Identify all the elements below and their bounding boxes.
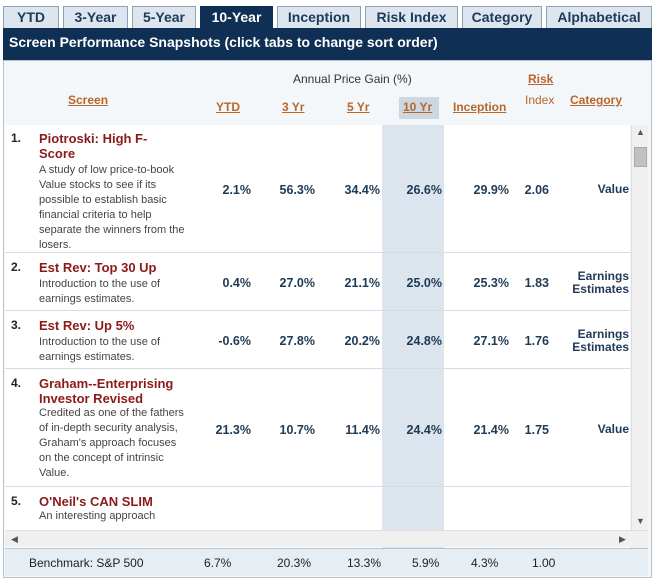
yr3-value: 27.0% [279, 276, 315, 290]
yr10-value: 25.0% [406, 276, 442, 290]
inception-value: 29.9% [473, 183, 509, 197]
row-rank: 1. [11, 131, 22, 145]
sort-10yr-link[interactable]: 10 Yr [403, 100, 432, 114]
row-rank: 2. [11, 260, 22, 274]
benchmark-risk: 1.00 [532, 556, 556, 570]
benchmark-row: Benchmark: S&P 500 6.7% 20.3% 13.3% 5.9%… [5, 548, 648, 576]
sort-ytd-link[interactable]: YTD [216, 100, 240, 114]
inception-value: 21.4% [473, 423, 509, 437]
tab-5-year[interactable]: 5-Year [132, 6, 196, 28]
tab-category[interactable]: Category [462, 6, 542, 28]
table-row: 3. Est Rev: Up 5% Introduction to the us… [5, 312, 630, 369]
ytd-value: 21.3% [215, 423, 251, 437]
ytd-value: -0.6% [218, 334, 251, 348]
sort-10yr-label: 10 Yr [403, 100, 433, 114]
highlight-column [382, 125, 444, 549]
screen-name-link[interactable]: Est Rev: Top 30 Up [39, 260, 157, 275]
risk-value: 1.76 [524, 334, 549, 348]
benchmark-label: Benchmark: S&P 500 [29, 556, 144, 570]
scroll-right-arrow-icon[interactable]: ▶ [619, 534, 626, 544]
tab-3-year[interactable]: 3-Year [63, 6, 128, 28]
header-highlight [399, 97, 439, 119]
sort-5yr-link[interactable]: 5 Yr [347, 100, 369, 114]
scroll-left-arrow-icon[interactable]: ◀ [11, 534, 18, 544]
yr10-value: 24.4% [406, 423, 442, 437]
sort-ytd-label: YTD [216, 100, 240, 114]
inception-value: 27.1% [473, 334, 509, 348]
screen-name-link[interactable]: Graham--Enterprising Investor Revised [39, 376, 174, 406]
table-row: 1. Piotroski: High F-Score A study of lo… [5, 125, 630, 253]
yr5-value: 34.4% [344, 183, 380, 197]
tab-risk-index[interactable]: Risk Index [365, 6, 458, 28]
benchmark-3yr: 20.3% [277, 556, 312, 570]
screen-name-link[interactable]: Est Rev: Up 5% [39, 318, 135, 333]
yr5-value: 21.1% [344, 276, 380, 290]
category-value: Value [597, 182, 629, 196]
page-title: Screen Performance Snapshots (click tabs… [3, 28, 652, 60]
vertical-scrollbar[interactable]: ▲ ▼ [631, 125, 648, 549]
risk-value: 2.06 [524, 183, 549, 197]
tab-inception[interactable]: Inception [277, 6, 361, 28]
tab-10-year[interactable]: 10-Year [200, 6, 273, 28]
sort-5yr-label: 5 Yr [347, 100, 370, 114]
yr5-value: 11.4% [345, 423, 380, 437]
scrollbar-thumb[interactable] [634, 147, 647, 167]
ytd-value: 2.1% [222, 183, 252, 197]
tab-ytd[interactable]: YTD [3, 6, 59, 28]
row-rank: 4. [11, 376, 22, 390]
sort-3yr-label: 3 Yr [282, 100, 305, 114]
screen-description: A study of low price-to-book Value stock… [39, 164, 185, 251]
horizontal-scrollbar[interactable]: ◀ ▶ [5, 530, 648, 547]
screen-description: Introduction to the use of earnings esti… [39, 336, 161, 363]
benchmark-10yr: 5.9% [412, 556, 440, 570]
risk-value: 1.83 [524, 276, 549, 290]
benchmark-ytd: 6.7% [204, 556, 232, 570]
scroll-up-arrow-icon[interactable]: ▲ [636, 127, 645, 137]
annual-gain-heading: Annual Price Gain (%) [293, 72, 412, 86]
risk-value: 1.75 [524, 423, 549, 437]
sort-risk-link[interactable]: Risk [528, 72, 553, 86]
sort-inception-label: Inception [453, 100, 507, 114]
benchmark-inception: 4.3% [471, 556, 499, 570]
scroll-down-arrow-icon[interactable]: ▼ [636, 516, 645, 526]
sort-category-label: Category [570, 93, 623, 107]
sort-screen-link[interactable]: Screen [68, 93, 108, 107]
yr5-value: 20.2% [344, 334, 380, 348]
inception-value: 25.3% [473, 276, 509, 290]
table-row: 4. Graham--Enterprising Investor Revised… [5, 370, 630, 487]
sort-category-link[interactable]: Category [570, 93, 622, 107]
yr10-value: 24.8% [406, 334, 442, 348]
yr10-value: 26.6% [406, 183, 442, 197]
ytd-value: 0.4% [222, 276, 252, 290]
category-value: Earnings Estimates [572, 269, 629, 296]
tab-alphabetical[interactable]: Alphabetical [546, 6, 652, 28]
table-row: 5. O'Neil's CAN SLIM An interesting appr… [5, 488, 630, 549]
sort-inception-link[interactable]: Inception [453, 100, 506, 114]
category-value: Value [597, 422, 629, 436]
results-list[interactable]: 1. Piotroski: High F-Score A study of lo… [5, 125, 630, 549]
category-value: Earnings Estimates [572, 327, 629, 354]
sort-screen-label: Screen [68, 93, 109, 107]
performance-table: Annual Price Gain (%) Screen YTD 3 Yr 5 … [3, 60, 652, 578]
screen-description: An interesting approach [39, 510, 156, 522]
row-rank: 5. [11, 494, 22, 508]
yr3-value: 56.3% [279, 183, 315, 197]
screen-description: Introduction to the use of earnings esti… [39, 278, 161, 305]
screen-name-link[interactable]: Piotroski: High F-Score [39, 131, 148, 161]
yr3-value: 10.7% [279, 423, 315, 437]
screen-name-link[interactable]: O'Neil's CAN SLIM [39, 494, 153, 509]
benchmark-5yr: 13.3% [347, 556, 382, 570]
table-row: 2. Est Rev: Top 30 Up Introduction to th… [5, 254, 630, 311]
sort-risk-label: Risk [528, 72, 554, 86]
screen-description: Credited as one of the fathers of in-dep… [39, 407, 184, 479]
yr3-value: 27.8% [279, 334, 315, 348]
row-rank: 3. [11, 318, 22, 332]
sort-3yr-link[interactable]: 3 Yr [282, 100, 304, 114]
risk-index-label: Index [525, 93, 555, 107]
